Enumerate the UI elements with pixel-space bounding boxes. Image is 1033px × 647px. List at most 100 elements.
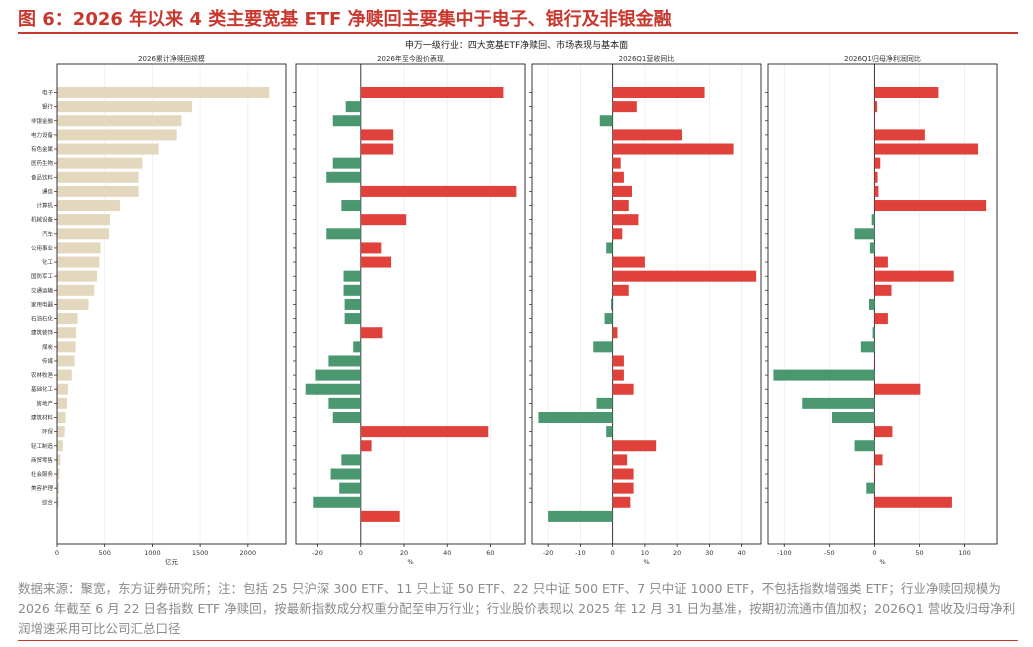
source-notes: 数据来源：聚宽，东方证券研究所；注：包括 25 只沪深 300 ETF、11 只…	[18, 581, 1016, 636]
bar	[57, 87, 270, 98]
bar	[538, 411, 613, 423]
category-label: 计算机	[36, 202, 53, 210]
bar	[57, 369, 72, 381]
bar	[315, 369, 361, 381]
bar	[57, 284, 95, 296]
title-rule	[18, 32, 1018, 34]
category-label: 食品饮料	[31, 173, 54, 181]
bar	[57, 185, 139, 197]
x-tick-label: 100	[958, 549, 970, 557]
x-tick-label: -50	[824, 549, 835, 557]
panel-title: 2026Q1归母净利润同比	[844, 54, 921, 63]
bar	[612, 270, 757, 282]
bar	[57, 426, 65, 438]
bar	[332, 411, 361, 423]
bar	[344, 313, 361, 325]
bar	[606, 426, 613, 438]
x-tick-label: 0	[359, 549, 363, 557]
bar	[612, 482, 634, 494]
bar	[612, 101, 637, 113]
bar	[332, 115, 361, 127]
x-axis-label: 亿元	[165, 557, 179, 566]
bar	[548, 510, 613, 522]
category-label: 环保	[42, 428, 54, 436]
x-tick-label: 50	[915, 549, 923, 557]
bar	[612, 87, 705, 98]
bar	[57, 298, 89, 310]
category-label: 轻工制造	[31, 442, 54, 450]
category-label: 公用事业	[31, 244, 54, 252]
x-tick-label: 1500	[192, 549, 209, 557]
bar	[360, 256, 392, 268]
bar	[612, 468, 634, 480]
category-label: 电力设备	[31, 131, 54, 139]
bar	[360, 426, 489, 438]
bar	[612, 171, 624, 183]
bar	[832, 411, 875, 423]
bar	[57, 327, 77, 339]
category-label: 医药生物	[31, 159, 54, 167]
bar	[57, 440, 63, 452]
category-label: 农林牧渔	[31, 371, 54, 379]
bar	[599, 115, 613, 127]
bar	[57, 171, 139, 183]
bar	[604, 313, 613, 325]
category-label: 电子	[42, 89, 54, 97]
bar	[57, 256, 100, 268]
category-label: 建筑材料	[31, 413, 54, 421]
x-tick-label: 60	[486, 549, 494, 557]
bar	[612, 214, 639, 226]
figure-title: 图 6：2026 年以来 4 类主要宽基 ETF 净赎回主要集中于电子、银行及非…	[18, 9, 672, 30]
bar	[57, 355, 75, 367]
bar	[360, 510, 400, 522]
bar	[874, 87, 939, 98]
bottom-rule	[18, 640, 1018, 641]
x-tick-label: -100	[777, 549, 792, 557]
bar	[854, 440, 875, 452]
bar	[872, 327, 875, 339]
bar	[874, 171, 878, 183]
category-label: 银行	[42, 103, 54, 111]
category-label: 煤炭	[42, 343, 54, 351]
bar	[874, 157, 881, 169]
bar	[57, 228, 110, 240]
bar	[57, 482, 59, 494]
bar	[802, 397, 875, 409]
bar	[612, 185, 632, 197]
bar	[596, 397, 613, 409]
category-label: 房地产	[36, 399, 53, 407]
bar	[860, 341, 875, 353]
category-label: 商贸零售	[31, 456, 53, 464]
bar	[612, 454, 628, 466]
bar	[866, 482, 875, 494]
bar	[612, 157, 621, 169]
bar	[341, 200, 361, 212]
bar	[326, 171, 361, 183]
x-tick-label: 0	[55, 549, 59, 557]
bar	[341, 454, 361, 466]
panel-title: 2026Q1营收同比	[619, 54, 675, 63]
bar	[345, 101, 361, 113]
category-label: 通信	[42, 187, 54, 195]
bar	[57, 115, 182, 127]
panel-frame	[767, 63, 998, 545]
panel-title: 2026年至今股价表现	[377, 54, 444, 63]
category-label: 基础化工	[31, 385, 54, 393]
bar	[360, 185, 517, 197]
bar	[773, 369, 875, 381]
bar	[874, 129, 925, 141]
bar	[874, 355, 875, 367]
bar	[313, 496, 361, 508]
bar	[874, 468, 875, 480]
bar	[57, 157, 143, 169]
bar	[57, 468, 60, 480]
bar	[57, 214, 110, 226]
category-label: 交通运输	[31, 286, 54, 294]
bar	[606, 242, 613, 254]
bar	[57, 101, 193, 113]
bar	[360, 87, 504, 98]
bar	[874, 115, 875, 127]
bar	[360, 327, 383, 339]
category-label: 非银金融	[31, 117, 54, 125]
